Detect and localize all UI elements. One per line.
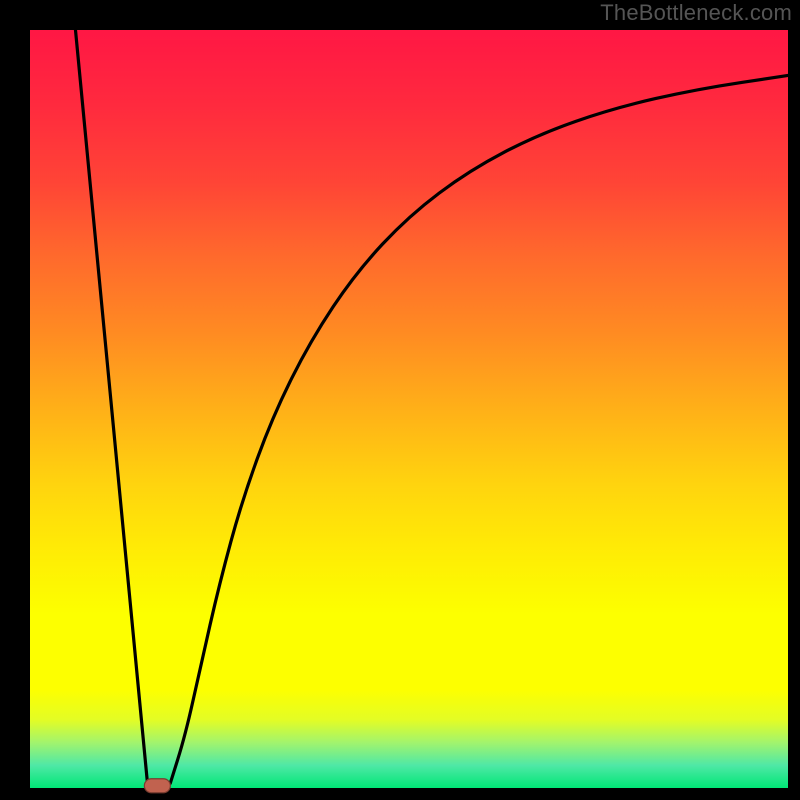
optimum-marker xyxy=(144,779,170,793)
chart-container: TheBottleneck.com xyxy=(0,0,800,800)
plot-background-gradient xyxy=(30,30,788,788)
watermark-text: TheBottleneck.com xyxy=(600,0,792,26)
bottleneck-chart xyxy=(0,0,800,800)
